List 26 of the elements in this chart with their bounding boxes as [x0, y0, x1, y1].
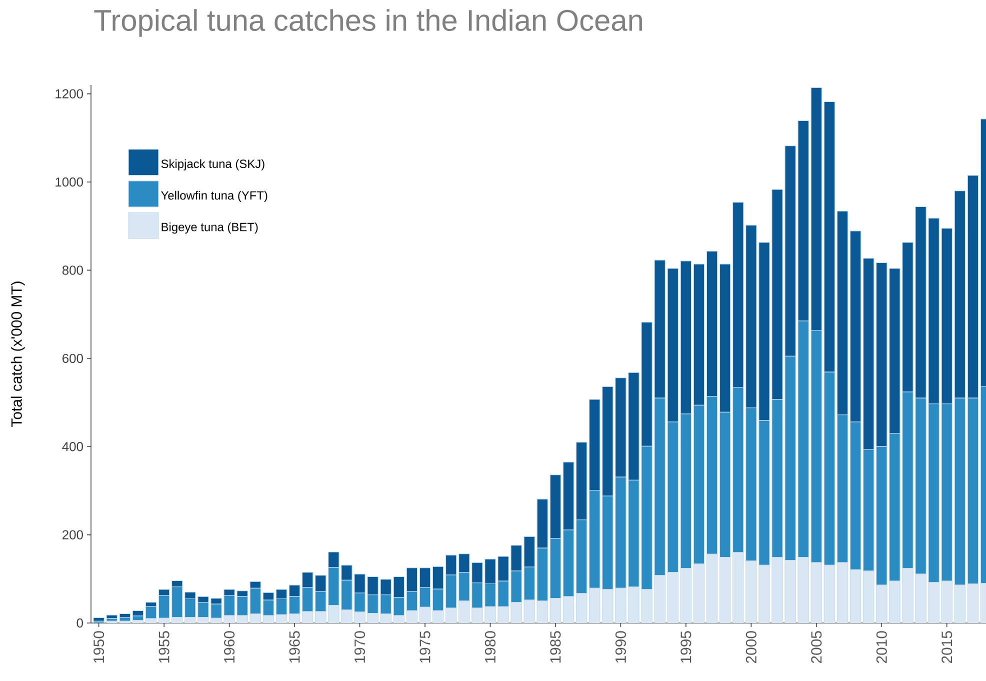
legend-label: Yellowfin tuna (YFT)	[161, 190, 268, 202]
x-tick-label: 1980	[484, 631, 496, 663]
x-tick-label: 2010	[876, 631, 887, 664]
x-tick-label: 1975	[420, 631, 430, 663]
y-tick-label: 200	[62, 530, 83, 540]
y-tick-label: 600	[62, 354, 83, 363]
x-tick-label: 1955	[158, 631, 170, 663]
y-tick-label: 800	[62, 266, 83, 275]
legend-label: Bigeye tuna (BET)	[162, 222, 258, 234]
x-tick-label: 2005	[811, 631, 822, 664]
chart-title: Tropical tuna catches in the Indian Ocean	[94, 9, 642, 37]
y-tick-label: 400	[62, 442, 83, 452]
x-tick-label: 1995	[680, 631, 692, 663]
x-tick-label: 2000	[746, 631, 756, 664]
x-tick-label: 1970	[354, 631, 366, 663]
x-tick-label: 2015	[942, 631, 952, 664]
x-tick-label: 1985	[550, 631, 561, 663]
y-tick-label: 0	[76, 618, 83, 628]
y-tick-label: 1000	[56, 177, 83, 187]
x-tick-label: 1950	[94, 631, 104, 663]
y-axis-title: Total catch (x'000 MT)	[10, 282, 25, 427]
x-tick-label: 1960	[224, 631, 235, 663]
x-tick-label: 1965	[289, 631, 300, 663]
legend-label: Skipjack tuna (SKJ)	[161, 159, 264, 170]
x-tick-label: 1990	[615, 631, 626, 663]
y-tick-label: 1200	[56, 89, 83, 98]
